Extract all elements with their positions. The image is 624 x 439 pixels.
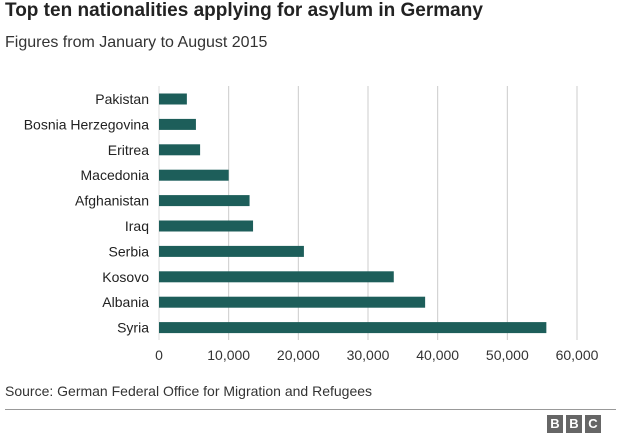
chart-subtitle: Figures from January to August 2015 xyxy=(5,34,268,51)
bar xyxy=(159,296,426,308)
footer-divider xyxy=(5,409,616,410)
bar xyxy=(159,220,254,232)
bar xyxy=(159,245,304,257)
bar xyxy=(159,93,187,105)
logo-letter-b2: B xyxy=(566,415,582,433)
bbc-logo: B B C xyxy=(547,415,601,433)
category-label: Pakistan xyxy=(95,91,149,107)
logo-letter-b1: B xyxy=(547,415,563,433)
category-label: Afghanistan xyxy=(75,193,149,209)
x-tick-label: 50,000 xyxy=(486,347,529,363)
chart-title: Top ten nationalities applying for asylu… xyxy=(5,0,483,21)
bar xyxy=(159,169,229,181)
bar xyxy=(159,322,547,334)
category-label: Albania xyxy=(102,294,149,310)
x-tick-label: 30,000 xyxy=(347,347,390,363)
x-tick-label: 10,000 xyxy=(207,347,250,363)
x-tick-label: 40,000 xyxy=(416,347,459,363)
category-label: Bosnia Herzegovina xyxy=(24,116,150,132)
x-tick-label: 60,000 xyxy=(556,347,599,363)
bar xyxy=(159,195,250,207)
bar xyxy=(159,118,196,130)
bar xyxy=(159,271,394,283)
category-label: Eritrea xyxy=(108,142,149,158)
x-tick-label: 0 xyxy=(155,347,163,363)
category-label: Macedonia xyxy=(81,167,150,183)
category-label: Kosovo xyxy=(102,269,149,285)
x-tick-label: 20,000 xyxy=(277,347,320,363)
bar xyxy=(159,144,201,156)
logo-letter-c: C xyxy=(585,415,601,433)
category-label: Iraq xyxy=(125,218,149,234)
category-label: Serbia xyxy=(109,243,150,259)
source-note: Source: German Federal Office for Migrat… xyxy=(5,383,373,399)
category-label: Syria xyxy=(117,320,149,336)
